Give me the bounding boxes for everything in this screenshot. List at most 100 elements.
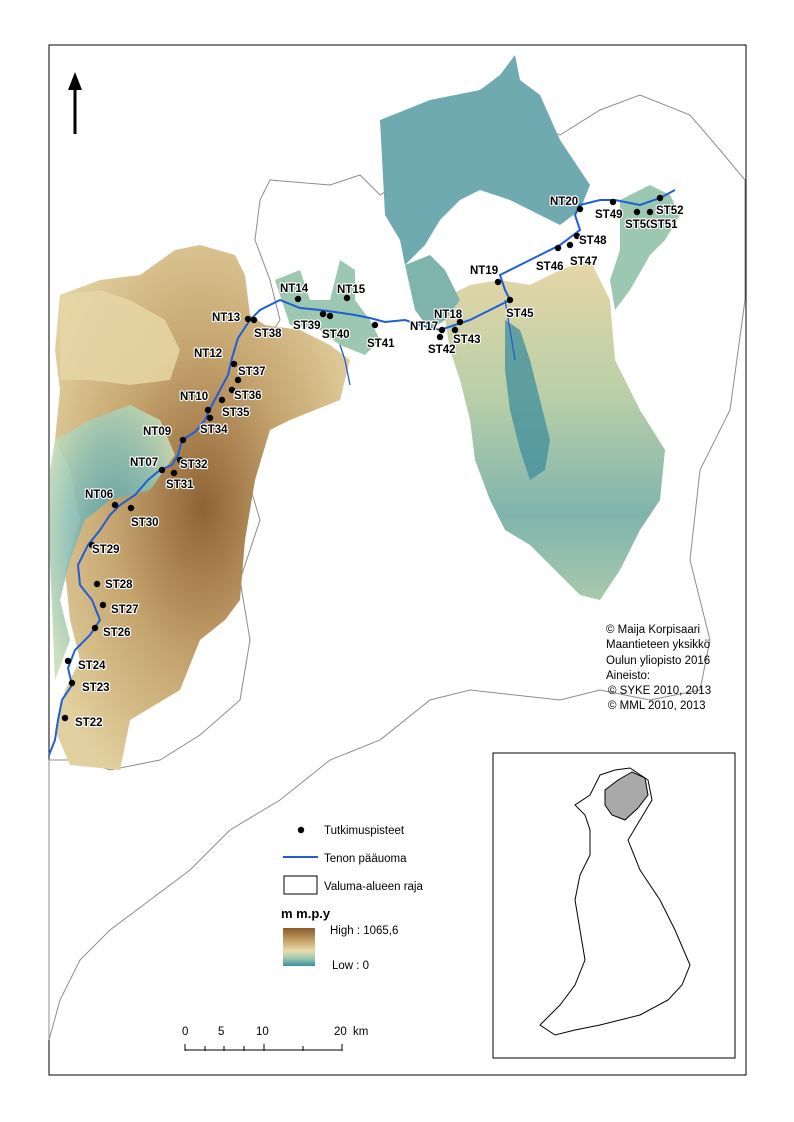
research-point-label: ST34 bbox=[200, 424, 228, 436]
research-point-marker bbox=[294, 295, 302, 303]
research-point-marker bbox=[456, 318, 464, 326]
research-point-label: ST29 bbox=[92, 544, 120, 556]
research-point-label: ST31 bbox=[166, 479, 194, 491]
terrain-northeast bbox=[380, 55, 590, 265]
legend-boundary-icon bbox=[283, 875, 318, 895]
research-point-marker bbox=[576, 205, 584, 213]
research-point-label: ST24 bbox=[78, 660, 106, 672]
research-point-label: NT13 bbox=[212, 312, 240, 324]
research-point-label: ST51 bbox=[650, 219, 678, 231]
research-point-label: ST37 bbox=[238, 366, 266, 378]
legend-symbols bbox=[283, 826, 318, 966]
research-point-label: ST35 bbox=[222, 407, 250, 419]
research-point-label: ST43 bbox=[453, 334, 481, 346]
terrain-east bbox=[440, 260, 665, 600]
research-point-label: ST32 bbox=[180, 459, 208, 471]
research-point-marker bbox=[230, 360, 238, 368]
research-point-marker bbox=[179, 436, 187, 444]
research-point-label: ST28 bbox=[105, 579, 133, 591]
research-point-marker bbox=[451, 326, 459, 334]
credit-line: © Maija Korpisaari bbox=[606, 624, 701, 636]
legend-texts: Tutkimuspisteet Tenon pääuoma Valuma-alu… bbox=[281, 825, 423, 972]
terrain-central bbox=[275, 260, 380, 355]
research-point-label: ST47 bbox=[570, 256, 598, 268]
research-point-label: NT14 bbox=[280, 283, 309, 295]
research-point-label: NT20 bbox=[550, 196, 578, 208]
research-point-marker bbox=[244, 315, 252, 323]
research-point-marker bbox=[371, 321, 379, 329]
research-point-label: ST46 bbox=[536, 261, 564, 273]
research-point-marker bbox=[234, 376, 242, 384]
research-point-label: ST49 bbox=[595, 209, 623, 221]
research-point-label: NT09 bbox=[143, 426, 171, 438]
credit-line: © SYKE 2010, 2013 bbox=[608, 685, 712, 698]
research-point-label: ST26 bbox=[103, 627, 131, 639]
tributary-river bbox=[339, 344, 351, 386]
research-point-label: ST45 bbox=[506, 308, 534, 320]
research-point-marker bbox=[127, 504, 135, 512]
research-point-marker bbox=[93, 580, 101, 588]
research-point-label: NT15 bbox=[337, 284, 366, 296]
research-point-label: NT18 bbox=[434, 309, 463, 321]
research-point-marker bbox=[326, 312, 334, 320]
research-point-marker bbox=[218, 396, 226, 404]
scale-unit: km bbox=[353, 1026, 368, 1038]
research-point-label: NT06 bbox=[85, 489, 113, 501]
legend-low-label: Low : 0 bbox=[332, 960, 369, 972]
research-point-label: ST30 bbox=[131, 517, 159, 529]
research-point-label: ST22 bbox=[75, 717, 103, 729]
inset-map bbox=[492, 752, 736, 1059]
research-point-marker bbox=[99, 601, 107, 609]
legend-river-label: Tenon pääuoma bbox=[324, 853, 407, 865]
legend-elevation-title: m m.p.y bbox=[281, 906, 331, 921]
research-point-label: NT10 bbox=[180, 391, 208, 403]
scale-tick-5: 5 bbox=[218, 1026, 224, 1038]
research-point-marker bbox=[204, 406, 212, 414]
tributary-river-2 bbox=[504, 299, 516, 361]
research-point-marker bbox=[494, 278, 502, 286]
research-point-marker bbox=[88, 541, 96, 549]
research-point-label: NT19 bbox=[470, 265, 498, 277]
research-point-marker bbox=[554, 244, 562, 252]
legend-point-icon bbox=[297, 826, 305, 834]
research-point-marker bbox=[64, 657, 72, 665]
research-point-label: NT17 bbox=[410, 321, 438, 333]
research-point-label: ST40 bbox=[322, 329, 350, 341]
research-point-marker bbox=[633, 208, 641, 216]
research-point-marker bbox=[158, 466, 166, 474]
terrain-northeast-tip bbox=[610, 185, 680, 310]
credit-line: Maantieteen yksikkö bbox=[606, 639, 711, 652]
research-point-label: ST23 bbox=[82, 682, 110, 694]
research-point-marker bbox=[61, 714, 69, 722]
scale-bar: 0 5 10 20 km bbox=[182, 1026, 368, 1051]
research-point-marker bbox=[436, 333, 444, 341]
legend-elevation-ramp bbox=[283, 928, 315, 966]
research-point-label: ST41 bbox=[367, 338, 395, 350]
research-point-marker bbox=[566, 241, 574, 249]
research-point-marker bbox=[343, 294, 351, 302]
research-point-marker bbox=[609, 198, 617, 206]
research-point-marker bbox=[573, 232, 581, 240]
research-point-label: ST38 bbox=[254, 328, 282, 340]
main-river bbox=[48, 189, 676, 756]
credit-line: © MML 2010, 2013 bbox=[608, 700, 706, 713]
research-point-marker bbox=[111, 501, 119, 509]
research-point-marker bbox=[170, 469, 178, 477]
research-point-label: NT07 bbox=[130, 457, 158, 469]
research-point-label: ST50 bbox=[625, 219, 653, 231]
research-point-label: ST27 bbox=[111, 604, 139, 616]
credit-line: Aineisto: bbox=[606, 669, 651, 682]
research-point-marker bbox=[506, 296, 514, 304]
research-point-marker bbox=[68, 679, 76, 687]
credits-block: © Maija Korpisaari Maantieteen yksikkö O… bbox=[606, 623, 711, 715]
scale-tick-10: 10 bbox=[256, 1026, 269, 1038]
research-point-marker bbox=[319, 310, 327, 318]
terrain-west-teal bbox=[50, 405, 175, 680]
research-point-marker bbox=[228, 386, 236, 394]
north-arrow-icon bbox=[68, 72, 82, 134]
terrain-west-teal-2 bbox=[60, 290, 180, 385]
research-point-marker bbox=[646, 208, 654, 216]
legend-high-label: High : 1065,6 bbox=[330, 925, 398, 937]
research-point-marker bbox=[91, 624, 99, 632]
